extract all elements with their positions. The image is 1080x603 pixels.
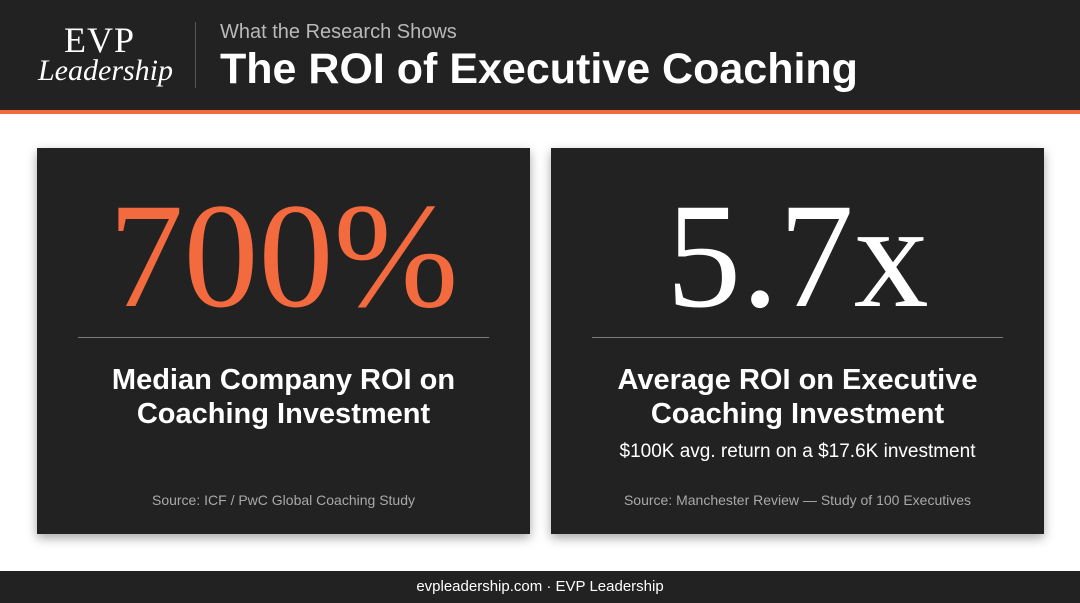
header-bar: EVP Leadership What the Research Shows T…	[0, 0, 1080, 110]
header-eyebrow: What the Research Shows	[220, 21, 457, 43]
accent-divider	[0, 110, 1080, 114]
stat-label-line: Median Company ROI on	[111, 364, 456, 396]
card-divider	[592, 337, 1003, 338]
stat-label-line: Average ROI on Executive	[617, 364, 978, 396]
stat-value: 5.7x	[666, 173, 929, 339]
page-title: The ROI of Executive Coaching	[220, 45, 858, 93]
stat-label-line: Coaching Investment	[136, 398, 431, 430]
stat-subtext: $100K avg. return on a $17.6K investment	[619, 441, 976, 462]
logo-leadership: Leadership	[38, 54, 173, 87]
stat-label: Average ROI on Executive Coaching Invest…	[551, 363, 1044, 431]
stat-value: 700%	[108, 173, 459, 339]
stat-label-line: Coaching Investment	[650, 398, 945, 430]
header-divider	[195, 22, 196, 88]
logo-evp: EVP	[64, 20, 136, 60]
card-divider	[78, 337, 489, 338]
stat-source: Source: Manchester Review — Study of 100…	[623, 492, 972, 508]
footer-credit: evpleadership.com · EVP Leadership	[0, 571, 1080, 603]
stat-card-executive-roi: 5.7x Average ROI on Executive Coaching I…	[551, 148, 1044, 534]
stat-source: Source: ICF / PwC Global Coaching Study	[151, 492, 415, 508]
stat-label: Median Company ROI on Coaching Investmen…	[37, 363, 530, 431]
stat-card-company-roi: 700% Median Company ROI on Coaching Inve…	[37, 148, 530, 534]
